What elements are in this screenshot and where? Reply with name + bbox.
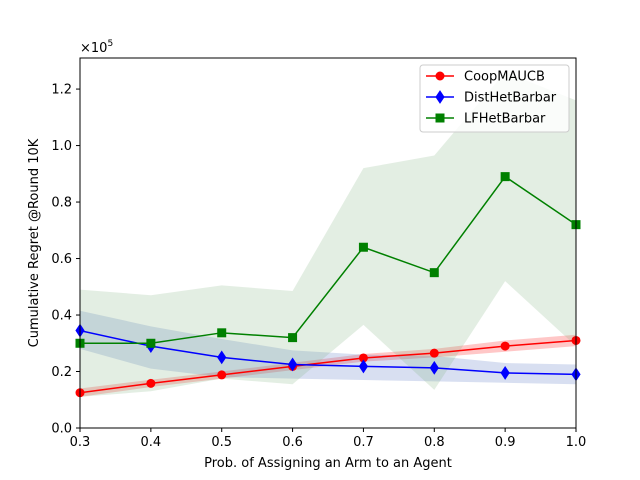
point-disthetbarbar (429, 360, 439, 375)
x-tick-label: 1.0 (566, 435, 587, 450)
point-lfhetbarbar (429, 268, 439, 278)
y-tick-label: 0.6 (51, 252, 72, 267)
y-tick-label: 1.2 (51, 83, 72, 98)
legend-marker-coopmaucb (435, 71, 445, 81)
point-disthetbarbar (358, 359, 369, 374)
point-coopmaucb (500, 341, 510, 351)
point-disthetbarbar (287, 357, 298, 372)
series-lines (80, 175, 576, 394)
point-disthetbarbar (500, 366, 510, 380)
point-disthetbarbar (217, 350, 227, 365)
legend-box (419, 64, 570, 133)
y-tick-label: 0.0 (51, 422, 72, 437)
x-tick-label: 0.8 (424, 435, 445, 450)
x-tick-label: 0.4 (141, 435, 162, 450)
confidence-bands (80, 72, 576, 397)
legend-marker-disthetbarbar (435, 90, 445, 104)
band-disthetbarbar (80, 310, 576, 385)
y-tick-label: 0.2 (51, 365, 72, 380)
y-axis-ticks: 0.0 0.2 0.4 0.6 0.8 1.0 1.2 (51, 83, 80, 437)
plot-frame (79, 57, 577, 429)
x-tick-label: 0.7 (353, 435, 374, 450)
legend-label-coopmaucb: CoopMAUCB (464, 70, 545, 85)
point-coopmaucb (429, 348, 439, 358)
x-tick-label: 0.5 (211, 435, 232, 450)
y-axis-multiplier: ×105 (80, 39, 113, 56)
point-lfhetbarbar (146, 338, 156, 348)
y-tick-label: 0.8 (51, 196, 72, 211)
line-coopmaucb (80, 339, 576, 394)
legend-label-lfhetbarbar: LFHetBarbar (464, 112, 546, 127)
y-tick-label: 0.4 (51, 309, 72, 324)
line-disthetbarbar (80, 329, 576, 376)
band-lfhetbarbar (80, 72, 576, 397)
point-coopmaucb (146, 378, 156, 388)
legend: CoopMAUCB DistHetBarbar LFHetBarbar (419, 64, 570, 133)
x-axis-ticks: 0.3 0.4 0.5 0.6 0.7 0.8 0.9 1.0 (70, 428, 587, 450)
legend-marker-lfhetbarbar (435, 113, 445, 123)
point-lfhetbarbar (358, 242, 368, 252)
x-axis-label: Prob. of Assigning an Arm to an Agent (204, 456, 452, 471)
y-tick-label: 1.0 (51, 139, 72, 154)
point-coopmaucb (217, 370, 227, 380)
point-lfhetbarbar (288, 333, 298, 343)
x-tick-label: 0.9 (495, 435, 516, 450)
point-lfhetbarbar (500, 172, 510, 182)
line-lfhetbarbar (80, 175, 576, 345)
series-markers (75, 172, 581, 398)
x-tick-label: 0.6 (282, 435, 303, 450)
point-lfhetbarbar (217, 328, 227, 338)
legend-label-disthetbarbar: DistHetBarbar (464, 91, 557, 106)
y-axis-label: Cumulative Regret @Round 10K (27, 138, 42, 347)
band-coopmaucb (80, 334, 576, 397)
x-tick-label: 0.3 (70, 435, 91, 450)
